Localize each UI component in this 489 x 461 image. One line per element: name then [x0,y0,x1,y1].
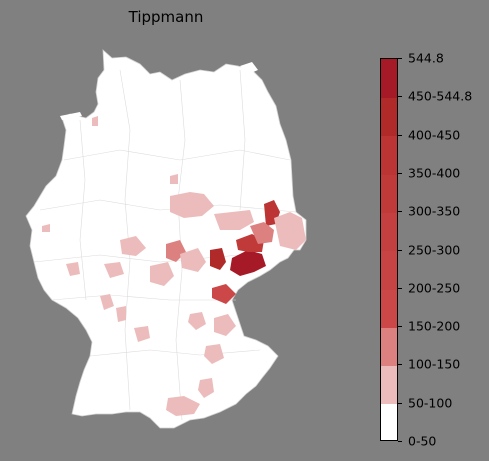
district-harz [180,248,206,272]
legend-tick [398,402,402,404]
germany-map [25,49,307,429]
legend-label: 400-450 [408,127,461,143]
legend-label: 544.8 [408,50,444,66]
legend-band [381,59,397,98]
map-title: Tippmann [128,8,204,26]
district-goerlitz [274,212,306,250]
legend-tick [398,441,402,442]
island-ruegen [240,62,258,74]
legend-tick [398,364,402,366]
legend-tick [398,249,402,251]
district-west-e [42,224,50,232]
legend-band [381,327,397,367]
district-saalekreis [210,248,226,270]
district-west-d [116,306,126,322]
district-vogtland [212,284,236,304]
legend-label: 0-50 [408,433,437,449]
district-muenchen [198,378,214,398]
district-hessen [150,262,174,286]
legend-band [381,365,397,405]
legend-label: 100-150 [408,356,461,372]
color-legend: 0-50 50-100 100-150 150-200 200-250 250-300 30… [380,51,480,449]
legend-label: 50-100 [408,395,453,411]
legend-label: 150-200 [408,318,461,334]
legend-band [381,135,397,175]
legend-band [381,403,397,440]
district-leipzig [230,250,266,276]
legend-label: 350-400 [408,165,461,181]
district-north-b [92,116,98,126]
legend-tick [398,172,402,174]
legend-label: 200-250 [408,280,461,296]
district-west-b [66,262,80,276]
district-wuerzburg [188,312,206,330]
legend-tick [398,211,402,213]
district-bautzen [250,222,274,244]
district-potsdam [170,192,214,218]
legend-band [381,250,397,290]
district-borders [33,69,297,421]
legend-band [381,212,397,252]
legend-label: 250-300 [408,242,461,257]
district-west-c [100,294,114,310]
legend-colorbar [380,58,398,441]
legend-tick [398,58,402,59]
legend-band [381,97,397,137]
legend-tick [398,134,402,136]
district-heilbronn [134,326,150,342]
legend-tick [398,287,402,289]
island-north [60,112,82,120]
district-nuernberg [214,314,236,336]
legend-label: 450-544.8 [408,88,473,104]
legend-tick [398,96,402,98]
highlighted-districts [42,116,306,416]
legend-tick [398,326,402,328]
legend-band [381,288,397,328]
district-west-a [104,262,124,278]
district-oberallgaeu [166,396,200,416]
district-berlin-east [214,210,254,230]
district-kassel [120,236,146,256]
district-regensburg [204,344,224,364]
legend-label: 300-350 [408,203,461,219]
district-north-a [170,174,178,184]
germany-outline [25,49,307,429]
legend-band [381,173,397,213]
